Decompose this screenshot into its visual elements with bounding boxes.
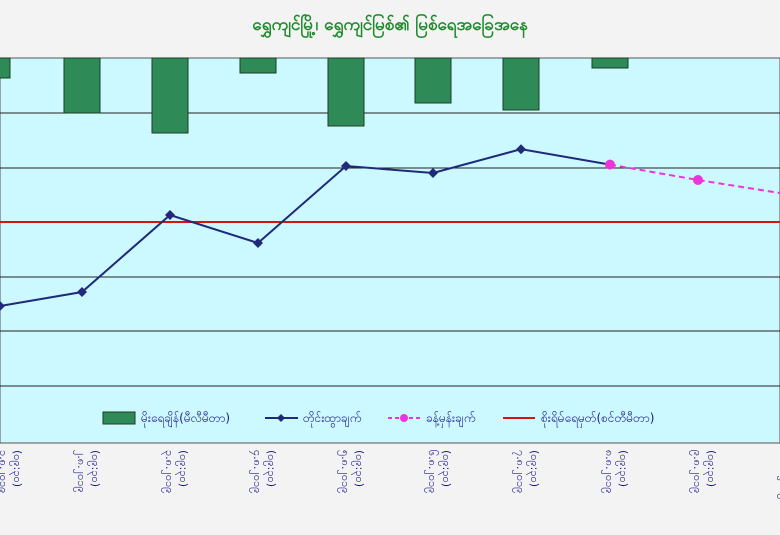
rainfall-bar bbox=[414, 57, 452, 104]
rainfall-bar bbox=[0, 57, 11, 79]
observed-level-point bbox=[428, 168, 438, 178]
x-tick-label: (၀၉:၃၀) bbox=[351, 450, 366, 487]
x-axis-tick-labels: ၁.၈.၂၀၁၉ (၀၉:၃၀) ၂.၈.၂၀၁၉ (၀၉:၃၀) ၃.၈.၂၀၁၉ (၀… bbox=[0, 450, 780, 500]
observed-level-point bbox=[77, 287, 87, 297]
x-tick-label: ၉.၈.၂၀၁၉ bbox=[689, 450, 704, 493]
observed-level-point bbox=[253, 238, 263, 248]
legend-marker-observed bbox=[277, 414, 285, 422]
observed-level-point bbox=[341, 161, 351, 171]
x-tick-label: (၀၉:၃၀) bbox=[9, 450, 24, 487]
x-tick-label: (၀၉:၃၀) bbox=[615, 450, 630, 487]
legend-label: မိုးရေချိန်(မီလီမီတာ) bbox=[141, 410, 230, 428]
forecast-level-point bbox=[605, 159, 615, 170]
legend-label: တိုင်းထွာချက် bbox=[303, 410, 361, 428]
observed-level-point bbox=[516, 144, 526, 155]
observed-level-line bbox=[0, 148, 611, 307]
forecast-level-points bbox=[605, 159, 703, 185]
x-tick-label: ၆.၈.၂၀၁၉ bbox=[424, 450, 439, 493]
rainfall-bar bbox=[63, 57, 101, 114]
legend: မိုးရေချိန်(မီလီမီတာ) တိုင်းထွာချက် ခန့်မှ… bbox=[102, 410, 654, 428]
gridlines bbox=[0, 112, 780, 387]
x-tick-label: ၂.၈.၂၀၁၉ bbox=[73, 450, 88, 493]
x-tick-label: (၀၉:၃၀) bbox=[703, 450, 718, 487]
x-tick-label: ၈.၈.၂၀၁၉ bbox=[601, 450, 616, 494]
observed-level-point bbox=[0, 301, 5, 311]
rainfall-bar bbox=[502, 57, 540, 111]
observed-level-point bbox=[165, 210, 175, 220]
rainfall-bar bbox=[591, 57, 629, 69]
x-tick-label: (၀၉:၃၀) bbox=[263, 450, 278, 487]
legend-label: စိုးရိမ်ရေမှတ်(စင်တီမီတာ) bbox=[541, 410, 654, 428]
rainfall-bar bbox=[327, 57, 365, 127]
legend-swatch-rainfall bbox=[102, 411, 136, 425]
x-tick-label: ၅.၈.၂၀၁၉ bbox=[337, 450, 352, 493]
legend-marker-forecast bbox=[400, 414, 408, 422]
x-tick-label: (၀၉:၃၀) bbox=[526, 450, 541, 487]
x-tick-label: ၃.၈.၂၀၁၉ bbox=[161, 450, 176, 493]
x-tick-label: (၀၉:၃၀) bbox=[175, 450, 190, 487]
x-tick-label: ၄.၈.၂၀၁၉ bbox=[249, 450, 264, 493]
x-tick-label: ၁.၈.၂၀၁၉ bbox=[0, 450, 10, 493]
rainfall-bar bbox=[239, 57, 277, 74]
legend-label: ခန့်မှန်းချက် bbox=[426, 410, 475, 428]
rainfall-bars bbox=[0, 57, 629, 134]
rainfall-bar bbox=[151, 57, 189, 134]
x-tick-label: ၇.၈.၂၀၁၉ bbox=[512, 450, 527, 493]
forecast-level-point bbox=[693, 175, 703, 185]
x-tick-label: (၀၉:၃၀) bbox=[87, 450, 102, 487]
chart-title: ရွှေကျင်မြို့၊ ရွှေကျင်မြစ်၏ မြစ်ရေအခြေအ… bbox=[252, 15, 528, 35]
plot-area bbox=[0, 57, 780, 444]
x-tick-label: (၀၉:၃၀) bbox=[438, 450, 453, 487]
